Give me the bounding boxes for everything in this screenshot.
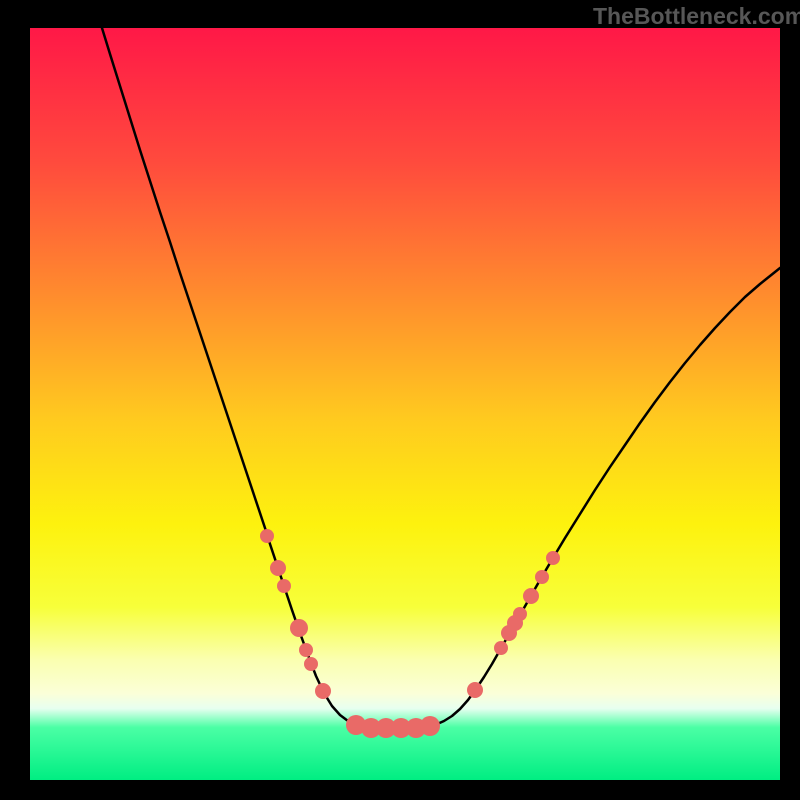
marker-left — [270, 560, 286, 576]
marker-left — [304, 657, 318, 671]
marker-right — [535, 570, 549, 584]
marker-left — [315, 683, 331, 699]
marker-left — [290, 619, 308, 637]
watermark-label: TheBottleneck.com — [593, 3, 800, 30]
marker-left — [299, 643, 313, 657]
chart-plot-area — [30, 28, 780, 780]
chart-outer-frame: TheBottleneck.com — [0, 0, 800, 800]
marker-valley — [420, 716, 440, 736]
chart-background — [30, 28, 780, 780]
marker-right — [523, 588, 539, 604]
marker-right — [494, 641, 508, 655]
marker-left — [260, 529, 274, 543]
marker-left — [277, 579, 291, 593]
marker-right — [467, 682, 483, 698]
marker-right — [546, 551, 560, 565]
chart-svg — [30, 28, 780, 780]
marker-right — [513, 607, 527, 621]
